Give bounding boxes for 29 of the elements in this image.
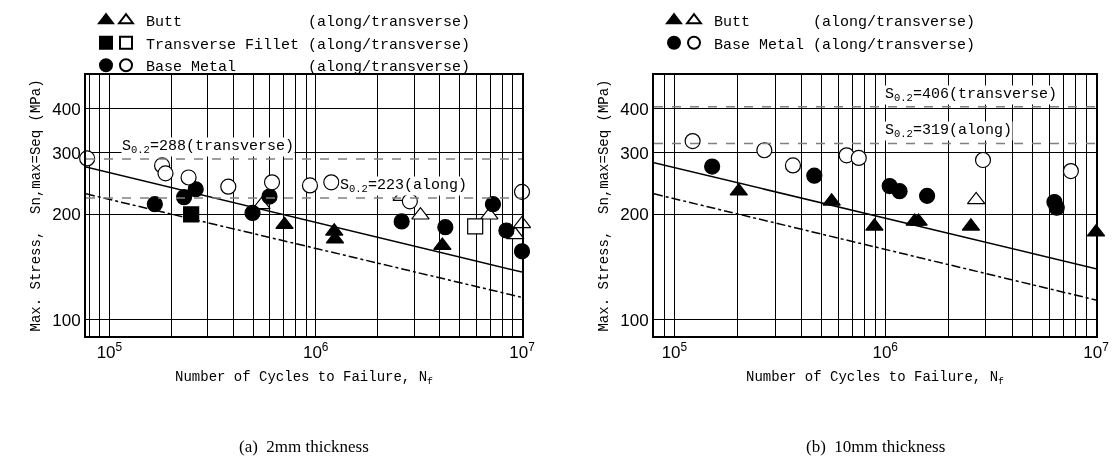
x-tick-label: 10$^{7}$	[1083, 340, 1110, 363]
text: (a) 2mm thickness	[239, 437, 369, 456]
y-tick-label: 400	[52, 99, 81, 119]
y-axis-title: Max. Stress, Sn,max=Seq (MPa)	[28, 79, 45, 332]
y-tick-label: 300	[620, 143, 649, 163]
text: (b) 10mm thickness	[806, 437, 946, 456]
ref-line-label: S$_{0.2}$=406(transverse)	[885, 86, 1057, 105]
y-tick-label: 100	[52, 310, 81, 330]
y-axis-title: Max. Stress, Sn,max=Seq (MPa)	[596, 79, 613, 332]
y-tick-label: 400	[620, 99, 649, 119]
legend-label: Base Metal (along/transverse)	[714, 36, 976, 54]
legend-label: Butt (along/transverse)	[714, 14, 976, 32]
y-tick-label: 300	[52, 143, 81, 163]
x-tick-label: 10$^{5}$	[661, 340, 688, 363]
ref-line-label: S$_{0.2}$=319(along)	[885, 122, 1012, 141]
x-axis-title: Number of Cycles to Failure, N$_{f}$	[746, 369, 1005, 388]
y-tick-label: 200	[620, 205, 649, 225]
x-tick-label: 10$^{6}$	[302, 340, 329, 363]
legend-label: Base Metal (along/transverse)	[146, 59, 471, 77]
y-tick-label: 100	[620, 310, 649, 330]
ref-line-label: S$_{0.2}$=223(along)	[340, 177, 467, 196]
y-tick-label: 200	[52, 205, 81, 225]
legend-label: Butt (along/transverse)	[146, 14, 471, 32]
ref-line-label: S$_{0.2}$=288(transverse)	[122, 138, 294, 157]
legend-label: Transverse Fillet (along/transverse)	[146, 36, 471, 54]
x-tick-label: 10$^{5}$	[96, 340, 123, 363]
x-axis-title: Number of Cycles to Failure, N$_{f}$	[175, 369, 434, 388]
x-tick-label: 10$^{6}$	[872, 340, 899, 363]
x-tick-label: 10$^{7}$	[509, 340, 536, 363]
